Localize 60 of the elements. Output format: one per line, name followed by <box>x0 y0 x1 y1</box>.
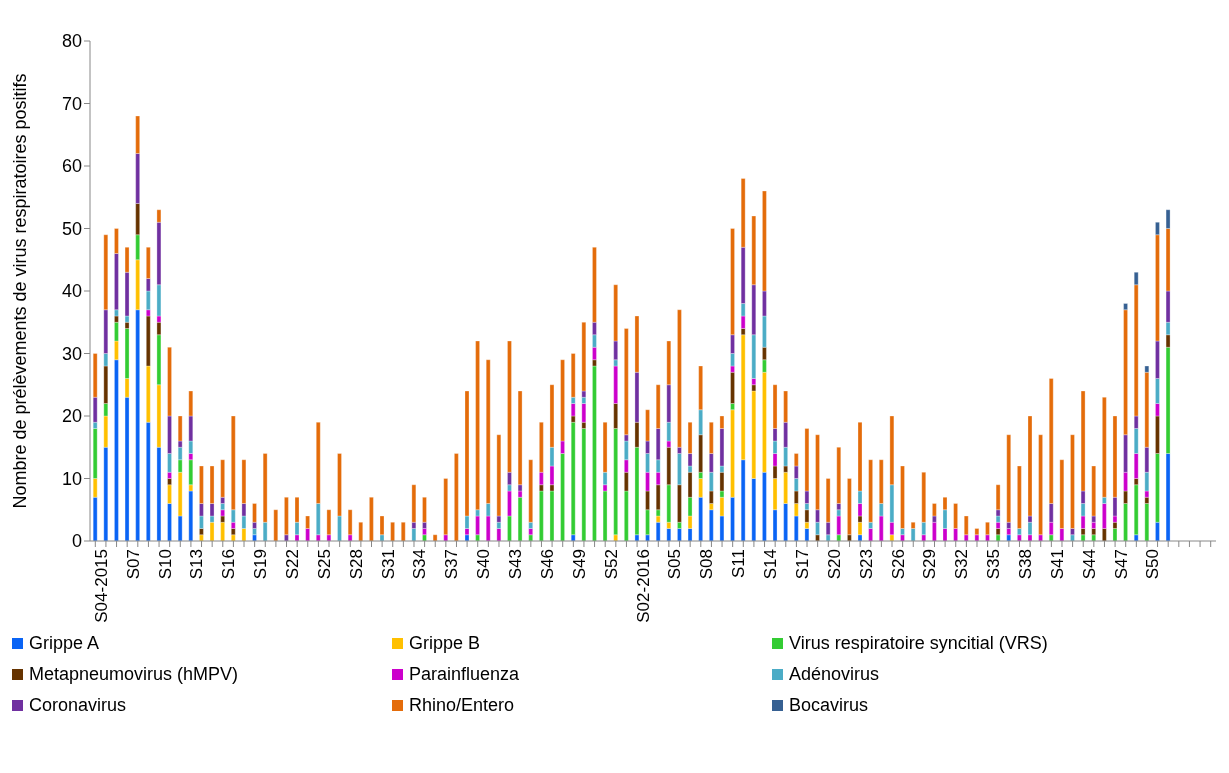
legend-label: Bocavirus <box>789 695 869 716</box>
x-tick-label: S40 <box>474 549 494 580</box>
x-tick-label: S28 <box>346 549 366 580</box>
bar <box>390 522 395 541</box>
x-tick-label: S02-2016 <box>633 549 653 623</box>
legend-label: Adénovirus <box>789 664 880 685</box>
x-tick-label: S44 <box>1079 549 1099 580</box>
y-axis-title: Nombre de prélèvements de virus respiratoires positifs <box>10 73 31 509</box>
x-tick-label: S41 <box>1047 549 1067 580</box>
x-tick-label: S11 <box>729 549 749 578</box>
x-tick-label: S50 <box>1143 549 1163 580</box>
legend-label: Grippe A <box>29 633 100 654</box>
bar <box>369 497 374 541</box>
x-tick-label: S25 <box>314 549 334 580</box>
x-tick-label: S04-2015 <box>91 549 111 623</box>
x-tick-label: S16 <box>219 549 239 580</box>
y-tick-label: 30 <box>61 343 82 364</box>
x-tick-label: S49 <box>569 549 589 580</box>
x-tick-label: S20 <box>824 549 844 580</box>
legend-label: Metapneumovirus (hMPV) <box>29 664 239 685</box>
x-tick-label: S10 <box>155 549 175 580</box>
bar <box>273 509 278 541</box>
legend-label: Parainfluenza <box>409 664 520 685</box>
x-tick-label: S37 <box>442 549 462 580</box>
x-tick-label: S22 <box>283 549 303 580</box>
legend-label: Grippe B <box>409 633 481 654</box>
x-tick-label: S17 <box>792 549 812 580</box>
x-tick-label: S31 <box>378 549 398 580</box>
legend-label: Virus respiratoire syncitial (VRS) <box>789 633 1048 654</box>
x-tick-label: S47 <box>1111 549 1131 580</box>
legend-label: Coronavirus <box>29 695 127 716</box>
bar <box>432 534 438 541</box>
x-tick-label: S19 <box>251 549 271 580</box>
legend-label: Rhino/Entero <box>409 695 515 716</box>
y-tick-label: 70 <box>61 93 82 114</box>
x-tick-label: S46 <box>537 549 557 580</box>
y-tick-label: 0 <box>71 531 82 552</box>
x-tick-label: S29 <box>920 549 940 580</box>
y-tick-label: 40 <box>61 281 82 302</box>
x-tick-label: S13 <box>187 549 207 580</box>
x-tick-label: S32 <box>952 549 972 580</box>
x-tick-label: S34 <box>410 549 430 580</box>
y-tick-label: 80 <box>61 31 82 52</box>
y-tick-label: 20 <box>61 406 82 427</box>
x-tick-label: S43 <box>506 549 526 580</box>
x-tick-label: S05 <box>665 549 685 580</box>
x-tick-label: S23 <box>856 549 876 580</box>
x-tick-label: S26 <box>888 549 908 580</box>
x-tick-label: S14 <box>761 549 781 580</box>
x-tick-label: S08 <box>697 549 717 580</box>
y-tick-label: 60 <box>61 156 82 177</box>
y-tick-label: 50 <box>61 218 82 239</box>
x-tick-label: S35 <box>984 549 1004 580</box>
x-tick-label: S38 <box>1015 549 1035 580</box>
y-tick-label: 10 <box>61 468 82 489</box>
bar <box>401 522 406 541</box>
bar <box>454 453 459 541</box>
x-tick-label: S52 <box>601 549 621 580</box>
bar <box>358 522 363 541</box>
x-tick-label: S07 <box>123 549 143 580</box>
